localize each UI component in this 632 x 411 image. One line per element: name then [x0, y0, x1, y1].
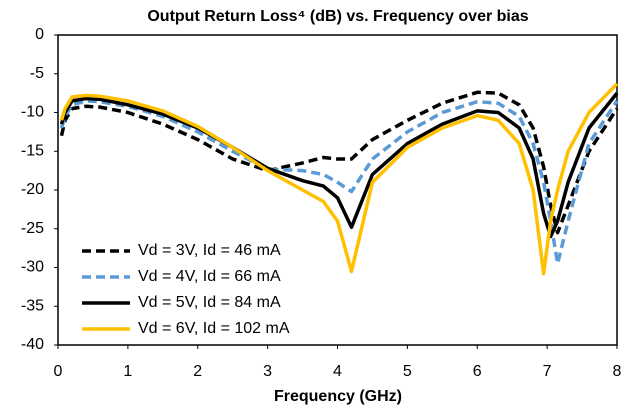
x-tick-label: 6 — [473, 363, 482, 380]
x-tick-label: 7 — [543, 363, 552, 380]
x-tick-label: 0 — [54, 363, 63, 380]
y-tick-label: -20 — [21, 181, 44, 198]
x-tick-label: 8 — [613, 363, 622, 380]
series-line — [59, 90, 619, 235]
legend-label: Vd = 6V, Id = 102 mA — [138, 320, 290, 337]
legend-label: Vd = 3V, Id = 46 mA — [138, 242, 281, 259]
legend-label: Vd = 4V, Id = 66 mA — [138, 268, 281, 285]
x-tick-label: 3 — [263, 363, 272, 380]
chart-title: Output Return Loss⁴ (dB) vs. Frequency o… — [147, 8, 528, 25]
x-tick-label: 1 — [123, 363, 132, 380]
x-tick-label: 5 — [403, 363, 412, 380]
x-axis-label: Frequency (GHz) — [274, 388, 402, 405]
y-tick-label: -30 — [21, 259, 44, 276]
y-tick-label: -10 — [21, 104, 44, 121]
y-tick-label: -25 — [21, 220, 44, 237]
y-tick-label: -40 — [21, 336, 44, 353]
series-line — [59, 92, 619, 239]
y-tick-label: -15 — [21, 142, 44, 159]
legend-label: Vd = 5V, Id = 84 mA — [138, 294, 281, 311]
series-line — [59, 82, 619, 276]
y-tick-label: -5 — [30, 65, 44, 82]
x-tick-label: 4 — [333, 363, 342, 380]
series-line — [59, 99, 619, 266]
x-tick-label: 2 — [193, 363, 202, 380]
y-tick-label: -35 — [21, 297, 44, 314]
y-tick-label: 0 — [35, 26, 44, 43]
